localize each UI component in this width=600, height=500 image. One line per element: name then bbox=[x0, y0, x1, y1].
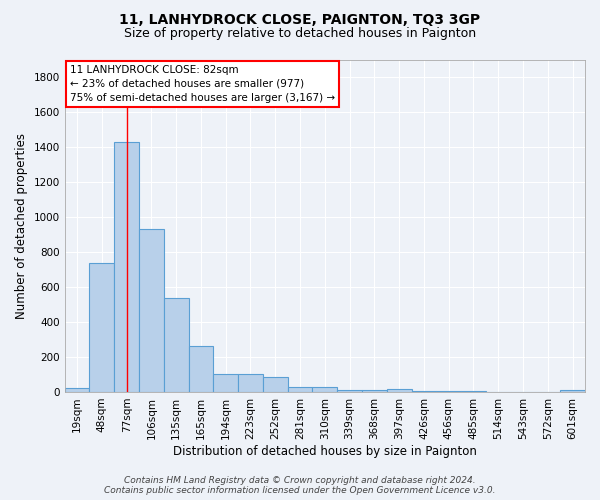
Bar bbox=[263, 376, 287, 392]
Bar bbox=[387, 390, 412, 392]
X-axis label: Distribution of detached houses by size in Paignton: Distribution of detached houses by size … bbox=[173, 444, 477, 458]
Bar bbox=[412, 391, 436, 392]
Text: 11, LANHYDROCK CLOSE, PAIGNTON, TQ3 3GP: 11, LANHYDROCK CLOSE, PAIGNTON, TQ3 3GP bbox=[119, 12, 481, 26]
Bar bbox=[65, 388, 89, 392]
Bar bbox=[461, 391, 486, 392]
Bar bbox=[139, 228, 164, 392]
Bar bbox=[287, 386, 313, 392]
Bar bbox=[164, 298, 188, 392]
Bar bbox=[114, 142, 139, 392]
Bar bbox=[337, 390, 362, 392]
Bar bbox=[313, 387, 337, 392]
Bar bbox=[188, 346, 214, 392]
Text: Size of property relative to detached houses in Paignton: Size of property relative to detached ho… bbox=[124, 28, 476, 40]
Bar bbox=[560, 390, 585, 392]
Text: Contains HM Land Registry data © Crown copyright and database right 2024.
Contai: Contains HM Land Registry data © Crown c… bbox=[104, 476, 496, 495]
Bar bbox=[238, 374, 263, 392]
Bar bbox=[362, 390, 387, 392]
Bar bbox=[214, 374, 238, 392]
Bar bbox=[89, 262, 114, 392]
Text: 11 LANHYDROCK CLOSE: 82sqm
← 23% of detached houses are smaller (977)
75% of sem: 11 LANHYDROCK CLOSE: 82sqm ← 23% of deta… bbox=[70, 65, 335, 103]
Bar bbox=[436, 391, 461, 392]
Y-axis label: Number of detached properties: Number of detached properties bbox=[15, 133, 28, 319]
